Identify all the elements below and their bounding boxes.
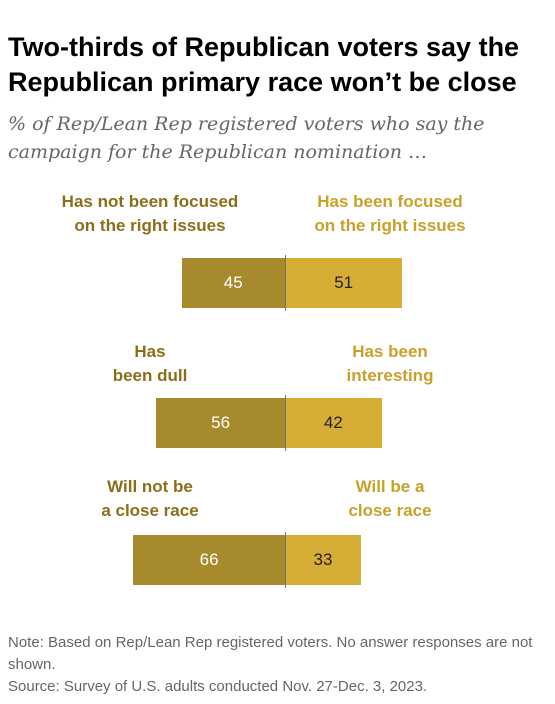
row-2-left-bar: 56 <box>156 398 285 448</box>
row-2-right-value: 42 <box>323 413 343 432</box>
row-2-right-label: Has been interesting <box>346 342 434 385</box>
row-2-divider <box>285 395 286 451</box>
row-3-right-value: 33 <box>313 550 333 569</box>
row-3-divider <box>285 532 286 588</box>
row-2-left-label: Has been dull <box>112 342 188 385</box>
row-2-right-bar: 42 <box>285 398 382 448</box>
row-1-right-bar: 51 <box>285 258 403 308</box>
row-1-right-value: 51 <box>334 273 354 292</box>
row-1-right-label: Has been focused on the right issues <box>314 192 466 235</box>
row-3-right-label: Will be a close race <box>348 477 432 520</box>
source-text: Source: Survey of U.S. adults conducted … <box>8 678 428 695</box>
row-1-left-label: Has not been focused on the right issues <box>61 192 239 235</box>
row-3-right-bar: 33 <box>285 535 361 585</box>
row-3-left-bar: 66 <box>133 535 285 585</box>
row-1-divider <box>285 255 286 311</box>
note-text: Note: Based on Rep/Lean Rep registered v… <box>8 634 533 673</box>
row-1-left-value: 45 <box>223 273 243 292</box>
row-2-left-value: 56 <box>211 413 231 432</box>
chart-note: Note: Based on Rep/Lean Rep registered v… <box>8 632 548 698</box>
row-1-left-bar: 45 <box>181 258 285 308</box>
chart-subtitle: % of Rep/Lean Rep registered voters who … <box>8 113 485 163</box>
row-3-left-label: Will not be a close race <box>101 477 199 520</box>
chart-title: Two-thirds of Republican voters say the … <box>8 32 520 97</box>
row-3-left-value: 66 <box>199 550 219 569</box>
